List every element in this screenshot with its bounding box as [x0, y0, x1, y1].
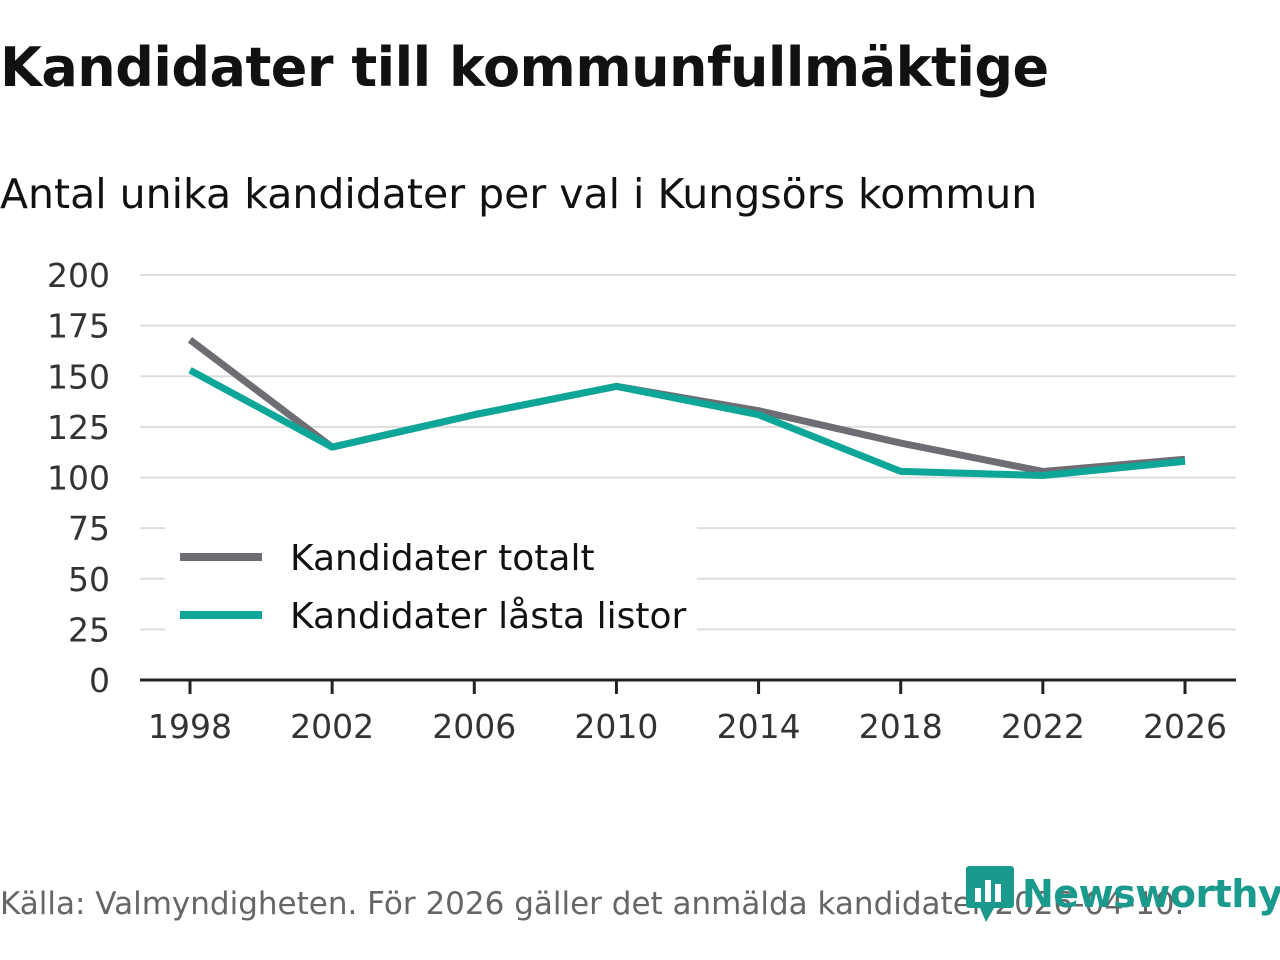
brand-name: Newsworthy	[1022, 872, 1280, 916]
y-tick-label: 75	[68, 509, 110, 548]
legend-box	[165, 527, 697, 645]
x-tick-label: 2014	[717, 707, 801, 746]
y-axis: 0 25 50 75 100 125 150 175 200	[47, 256, 110, 700]
x-tick-label: 2026	[1143, 707, 1227, 746]
legend-label: Kandidater låsta listor	[290, 596, 686, 637]
y-tick-label: 0	[89, 661, 110, 700]
series-lines	[187, 337, 1186, 479]
legend-label: Kandidater totalt	[290, 538, 595, 579]
x-tick-label: 2010	[574, 707, 658, 746]
y-tick-label: 25	[68, 610, 110, 649]
legend: Kandidater totalt Kandidater låsta listor	[165, 527, 697, 645]
brand: Newsworthy	[966, 864, 1280, 924]
chart-subtitle: Antal unika kandidater per val i Kungsör…	[0, 170, 1038, 218]
y-tick-label: 50	[68, 560, 110, 599]
y-tick-label: 200	[47, 256, 110, 295]
series-line-lasta	[188, 367, 1186, 479]
x-axis: 1998 2002 2006 2010 2014 2018 2022 2026	[140, 678, 1236, 746]
x-tick-label: 1998	[148, 707, 232, 746]
y-tick-label: 125	[47, 408, 110, 447]
x-tick-label: 2006	[432, 707, 516, 746]
x-tick-label: 2002	[290, 707, 374, 746]
series-line-totalt	[187, 337, 1186, 475]
x-tick-label: 2022	[1001, 707, 1085, 746]
chart-title: Kandidater till kommunfullmäktige	[0, 36, 1049, 99]
y-tick-label: 175	[47, 307, 110, 346]
newsworthy-logo-icon	[966, 866, 1014, 922]
y-tick-label: 100	[47, 459, 110, 498]
x-tick-label: 2018	[859, 707, 943, 746]
y-tick-label: 150	[47, 357, 110, 396]
